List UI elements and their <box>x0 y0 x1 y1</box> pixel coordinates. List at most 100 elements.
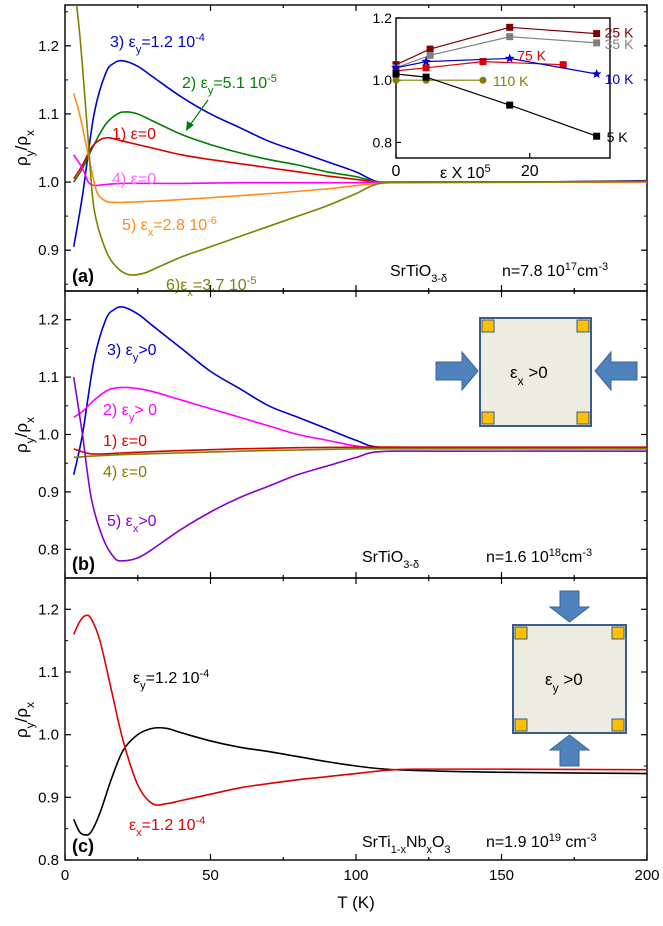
series-line-2-3 <box>73 446 647 455</box>
corner-contact <box>611 718 625 732</box>
inset-series-label: 35 K <box>605 36 634 52</box>
panel-b-y-ticks: 0.8 0.9 1.0 1.1 1.2 <box>38 312 647 579</box>
annotation-a-2: 2) εy=5.1 10-5 <box>182 73 277 97</box>
x-tick-label: 0 <box>61 867 69 884</box>
strain-square <box>512 624 627 734</box>
inset-point <box>426 51 434 59</box>
series-line-2-5 <box>72 376 647 562</box>
corner-contact <box>481 319 495 333</box>
inset-series-label: 110 K <box>493 73 529 89</box>
y-tick-label: 1.1 <box>38 106 59 123</box>
panel-a-y-ticks: 0.9 1.0 1.1 1.2 <box>38 11 647 285</box>
y-tick-label: 1.2 <box>38 312 59 329</box>
inset-point <box>506 23 514 31</box>
panel-b-label: (b) <box>72 554 95 574</box>
y-tick-label: 1.0 <box>38 727 59 744</box>
inset-point <box>593 30 601 38</box>
x-axis-label: T (K) <box>337 893 374 912</box>
strain-diagram-y: εy >0 <box>512 590 627 767</box>
corner-contact <box>514 718 528 732</box>
panel-b-sample: SrTiO3-δ <box>362 549 419 571</box>
panel-b-y-axis-label: ρy/ρx <box>12 417 37 453</box>
inset-series-line-6 <box>395 73 597 137</box>
annotation-b-3: 3) εy>0 <box>107 342 157 364</box>
x-tick-label: 50 <box>202 867 219 884</box>
annotation-c-y: εy=1.2 10-4 <box>133 668 209 692</box>
inset-point <box>506 33 514 41</box>
inset-y-tick-label: 1.2 <box>373 10 393 26</box>
x-tick-label: 200 <box>634 867 659 884</box>
inset-point <box>392 70 400 78</box>
inset-y-tick-label: 1.0 <box>373 72 393 88</box>
inset-series-label: 25 K <box>605 25 634 41</box>
inset-point <box>479 58 487 66</box>
panel-c-curves <box>72 614 647 836</box>
inset-chart: 0.8 1.0 1.2 0 20 ε X 105 <box>373 10 644 182</box>
panel-a-x-ticks <box>64 5 648 291</box>
y-tick-label: 0.9 <box>38 242 59 259</box>
compression-arrow-top <box>548 590 591 623</box>
inset-point <box>593 39 601 47</box>
inset-x-tick-label: 0 <box>392 163 401 180</box>
compression-arrow-bottom <box>548 734 591 767</box>
annotation-b-5: 5) εx>0 <box>107 513 157 535</box>
annotation-a-1: 1) ε=0 <box>112 126 156 143</box>
y-tick-label: 1.0 <box>38 427 59 444</box>
strain-square <box>479 317 592 427</box>
compression-arrow-left <box>435 350 479 392</box>
inset-series-labels: 25 K35 K 75 K 10 K 110 K 5 K <box>493 25 634 146</box>
x-tick-label: 100 <box>343 867 368 884</box>
inset-y-tick-label: 0.8 <box>373 134 393 150</box>
series-line-3-2 <box>73 614 647 806</box>
annotation-b-2: 2) εy> 0 <box>103 402 157 424</box>
inset-series-label: 75 K <box>517 48 546 64</box>
annotation-a-5: 5) εx=2.8 10-6 <box>122 215 217 239</box>
panel-c: 0.8 0.9 1.0 1.1 1.2 0 50 100 150 200 ρy/ρx T (K)… <box>12 577 660 912</box>
panel-b-density: n=1.6 1018cm-3 <box>486 547 592 566</box>
panel-b-curves <box>72 306 647 562</box>
annotation-b-1: 1) ε=0 <box>103 433 147 450</box>
y-tick-label: 0.9 <box>38 789 59 806</box>
inset-point <box>504 53 515 63</box>
inset-series-line-4 <box>395 57 597 75</box>
panel-a-sample: SrTiO3-δ <box>390 263 447 285</box>
annotation-c-x: εx=1.2 10-4 <box>129 815 205 839</box>
inset-point <box>426 45 434 53</box>
series-line-1-6 <box>75 5 647 276</box>
corner-contact <box>481 411 495 425</box>
inset-x-axis-label: ε X 105 <box>440 163 491 182</box>
y-tick-label: 1.1 <box>38 664 59 681</box>
compression-arrow-right <box>594 350 638 392</box>
y-tick-label: 0.9 <box>38 484 59 501</box>
inset-point <box>392 76 400 84</box>
annotation-a-2-arrow <box>189 99 209 126</box>
strain-diagram-x: εx >0 <box>435 317 638 427</box>
inset-point <box>559 61 567 69</box>
inset-background <box>386 14 644 178</box>
corner-contact <box>611 626 625 640</box>
inset-point <box>479 76 487 84</box>
y-tick-label: 1.2 <box>38 38 59 55</box>
annotation-a-6: 6)εx=3.7 10-5 <box>166 275 256 299</box>
panel-c-label: (c) <box>72 836 94 856</box>
inset-frame <box>395 17 611 159</box>
inset-point <box>421 56 431 66</box>
y-tick-label: 0.8 <box>38 541 59 558</box>
corner-contact <box>576 411 590 425</box>
panel-a-curves <box>72 5 647 276</box>
x-tick-label: 150 <box>489 867 514 884</box>
corner-contact <box>514 626 528 640</box>
inset-series-label: 5 K <box>607 129 629 145</box>
panel-c-sample: SrTi1-xNbxO3 <box>362 834 451 856</box>
inset-series-line-1 <box>395 26 597 66</box>
panel-c-y-ticks: 0.8 0.9 1.0 1.1 1.2 <box>38 601 647 869</box>
y-tick-label: 1.2 <box>38 601 59 618</box>
inset-point <box>422 64 430 72</box>
inset-point <box>591 69 602 78</box>
panel-a-density: n=7.8 1017cm-3 <box>502 261 608 280</box>
y-tick-label: 1.0 <box>38 174 59 191</box>
panel-c-x-ticks: 0 50 100 150 200 <box>61 578 660 884</box>
panel-c-density: n=1.9 1019 cm-3 <box>486 832 597 851</box>
inset-x-tick-label: 20 <box>521 163 539 180</box>
